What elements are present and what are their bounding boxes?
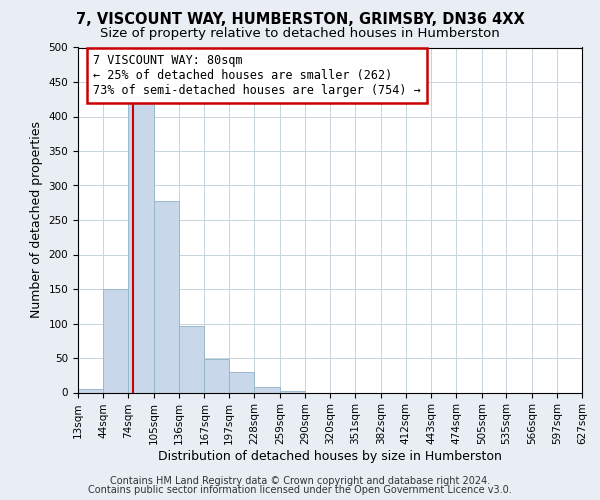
Bar [154,200,179,392]
Text: Contains HM Land Registry data © Crown copyright and database right 2024.: Contains HM Land Registry data © Crown c… [110,476,490,486]
Bar [280,391,305,392]
Bar [205,360,229,392]
Text: 7, VISCOUNT WAY, HUMBERSTON, GRIMSBY, DN36 4XX: 7, VISCOUNT WAY, HUMBERSTON, GRIMSBY, DN… [76,12,524,28]
Bar [103,289,128,393]
Y-axis label: Number of detached properties: Number of detached properties [30,122,43,318]
Bar [254,387,280,392]
Text: Contains public sector information licensed under the Open Government Licence v3: Contains public sector information licen… [88,485,512,495]
Bar [78,389,103,392]
Text: Size of property relative to detached houses in Humberston: Size of property relative to detached ho… [100,28,500,40]
Bar [179,326,205,392]
X-axis label: Distribution of detached houses by size in Humberston: Distribution of detached houses by size … [158,450,502,463]
Bar [229,372,254,392]
Text: 7 VISCOUNT WAY: 80sqm
← 25% of detached houses are smaller (262)
73% of semi-det: 7 VISCOUNT WAY: 80sqm ← 25% of detached … [93,54,421,98]
Bar [128,102,154,393]
